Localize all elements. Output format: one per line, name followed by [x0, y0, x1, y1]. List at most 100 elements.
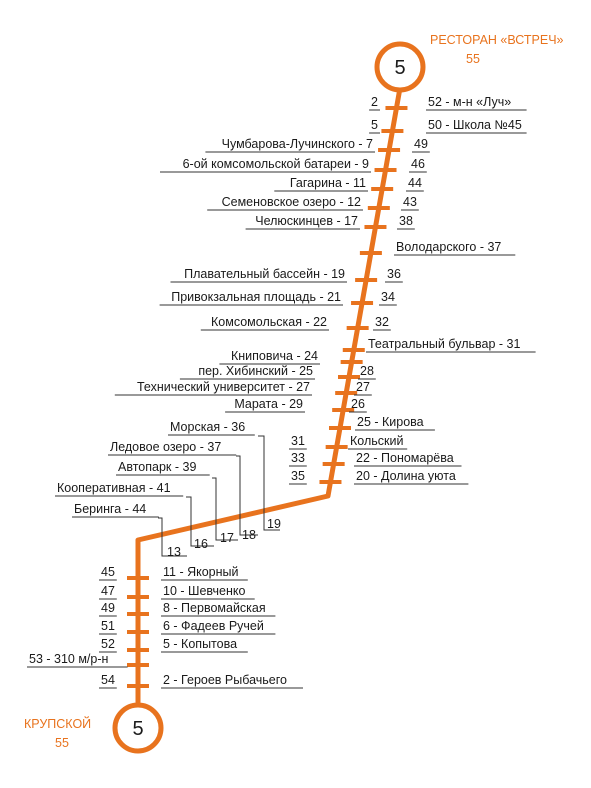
stop-30: 52 5 - Копытова [99, 637, 248, 653]
stop-label-outbound: 35 [291, 469, 305, 483]
stop-label-inbound: 36 [387, 267, 401, 281]
stop-4: 6-ой комсомольской батареи - 9 46 [160, 157, 427, 173]
stop-label-inbound: 10 - Шевченко [163, 584, 245, 598]
stop-label-outbound: 2 [371, 95, 378, 109]
stop-label-outbound: 33 [291, 451, 305, 465]
stop-24: Кооперативная - 41 16 [55, 481, 208, 551]
stop-31: 53 - 310 м/р-н [27, 652, 149, 668]
stop-11: Комсомольская - 22 32 [200, 315, 391, 331]
terminal-bottom-name: КРУПСКОЙ [24, 716, 91, 731]
stop-label-outbound: Челюскинцев - 17 [255, 214, 358, 228]
stop-label-outbound: 53 - 310 м/р-н [29, 652, 109, 666]
terminal-top: 5 РЕСТОРАН «ВСТРЕЧ» 55 [374, 33, 564, 93]
stop-label-outbound: 6-ой комсомольской батареи - 9 [183, 157, 369, 171]
stop-28: 49 8 - Первомайская [99, 601, 276, 617]
stop-label-inbound: 52 - м-н «Луч» [428, 95, 511, 109]
stop-20: 35 20 - Долина уюта [289, 469, 469, 485]
stop-26: 45 11 - Якорный [99, 565, 248, 581]
stop-25: Беринга - 44 13 [72, 502, 181, 559]
stop-9: Плавательный бассейн - 19 36 [170, 267, 403, 283]
stop-label-inbound: Театральный бульвар - 31 [368, 337, 520, 351]
terminal-bottom: 5 КРУПСКОЙ 55 [24, 702, 164, 754]
stop-label-outbound: Привокзальная площадь - 21 [171, 290, 341, 304]
stop-8: Володарского - 37 [359, 240, 516, 256]
stop-label-outbound: 5 [371, 118, 378, 132]
stop-label-inbound: 19 [267, 517, 281, 531]
stop-label-inbound: 50 - Школа №45 [428, 118, 522, 132]
terminal-top-number: 55 [466, 52, 480, 66]
stop-label-inbound: 18 [242, 528, 256, 542]
stop-label-outbound: 45 [101, 565, 115, 579]
stop-label-inbound: 28 [360, 364, 374, 378]
stop-18: 31 Кольский [289, 434, 408, 450]
terminal-top-route-number: 5 [394, 57, 405, 79]
stop-label-inbound: 32 [375, 315, 389, 329]
stop-label-outbound: Ледовое озеро - 37 [110, 440, 221, 454]
stop-label-outbound: Гагарина - 11 [290, 176, 366, 190]
stop-13: Книповича - 24 [219, 349, 363, 365]
stop-label-outbound: Чумбарова-Лучинского - 7 [222, 137, 373, 151]
stops: 2 52 - м-н «Луч» 5 50 - Школа №45 Чумбарова-… [27, 95, 536, 689]
stop-label-outbound: пер. Хибинский - 25 [198, 364, 313, 378]
stop-label-outbound: 52 [101, 637, 115, 651]
stop-7: Челюскинцев - 17 38 [245, 214, 415, 230]
stop-label-outbound: Морская - 36 [170, 420, 245, 434]
stop-label-inbound: 43 [403, 195, 417, 209]
stop-label-outbound: 31 [291, 434, 305, 448]
stop-label-inbound: 34 [381, 290, 395, 304]
stop-label-inbound: 49 [414, 137, 428, 151]
stop-label-outbound: 51 [101, 619, 115, 633]
stop-label-inbound: 22 - Пономарёва [356, 451, 454, 465]
stop-label-inbound: 27 [356, 380, 370, 394]
stop-label-outbound: Кооперативная - 41 [57, 481, 171, 495]
stop-label-outbound: Беринга - 44 [74, 502, 146, 516]
stop-27: 47 10 - Шевченко [99, 584, 255, 600]
stop-3: Чумбарова-Лучинского - 7 49 [205, 137, 430, 153]
stop-label-outbound: Комсомольская - 22 [211, 315, 327, 329]
route-line [135, 85, 403, 705]
stop-label-outbound: Плавательный бассейн - 19 [184, 267, 345, 281]
stop-label-outbound: Семеновское озеро - 12 [222, 195, 361, 209]
stop-label-inbound: 2 - Героев Рыбачьего [163, 673, 287, 687]
stop-10: Привокзальная площадь - 21 34 [159, 290, 397, 306]
stop-label-outbound: Автопарк - 39 [118, 460, 196, 474]
stop-label-inbound: 11 - Якорный [163, 565, 239, 579]
stop-14: пер. Хибинский - 25 28 [179, 364, 376, 380]
stop-22: Ледовое озеро - 37 18 [108, 440, 256, 542]
stop-label-inbound: 25 - Кирова [357, 415, 424, 429]
terminal-bottom-circle [112, 702, 164, 754]
stop-5: Гагарина - 11 44 [274, 176, 424, 192]
stop-19: 33 22 - Пономарёва [289, 451, 462, 467]
stop-label-outbound: 49 [101, 601, 115, 615]
stop-label-inbound: 20 - Долина уюта [356, 469, 456, 483]
stop-label-inbound: 6 - Фадеев Ручей [163, 619, 264, 633]
stop-21: Морская - 36 19 [168, 420, 281, 531]
stop-label-inbound: 16 [194, 537, 208, 551]
stop-label-inbound: 46 [411, 157, 425, 171]
stop-label-inbound: Володарского - 37 [396, 240, 501, 254]
terminal-top-circle [374, 41, 426, 93]
stop-label-inbound: 38 [399, 214, 413, 228]
stop-label-inbound: 44 [408, 176, 422, 190]
branch-lines [158, 435, 280, 557]
stop-label-outbound: Марата - 29 [234, 397, 303, 411]
stop-label-inbound: 13 [167, 545, 181, 559]
stop-15: Технический университет - 27 27 [114, 380, 372, 396]
stop-23: Автопарк - 39 17 [116, 460, 234, 545]
stop-label-outbound: Технический университет - 27 [137, 380, 310, 394]
stop-label-outbound: Книповича - 24 [231, 349, 318, 363]
stop-label-inbound: 8 - Первомайская [163, 601, 266, 615]
stop-label-inbound: Кольский [350, 434, 403, 448]
stop-1: 2 52 - м-н «Луч» [369, 95, 527, 111]
stop-label-inbound: 17 [220, 531, 234, 545]
terminal-bottom-route-number: 5 [132, 718, 143, 740]
stop-label-outbound: 54 [101, 673, 115, 687]
stop-17: 25 - Кирова [329, 415, 435, 431]
stop-32: 54 2 - Героев Рыбачьего [99, 673, 303, 689]
terminal-bottom-number: 55 [55, 736, 69, 750]
stop-6: Семеновское озеро - 12 43 [207, 195, 419, 211]
terminal-top-name: РЕСТОРАН «ВСТРЕЧ» [430, 33, 564, 47]
stop-label-inbound: 26 [351, 397, 365, 411]
stop-2: 5 50 - Школа №45 [369, 118, 527, 134]
